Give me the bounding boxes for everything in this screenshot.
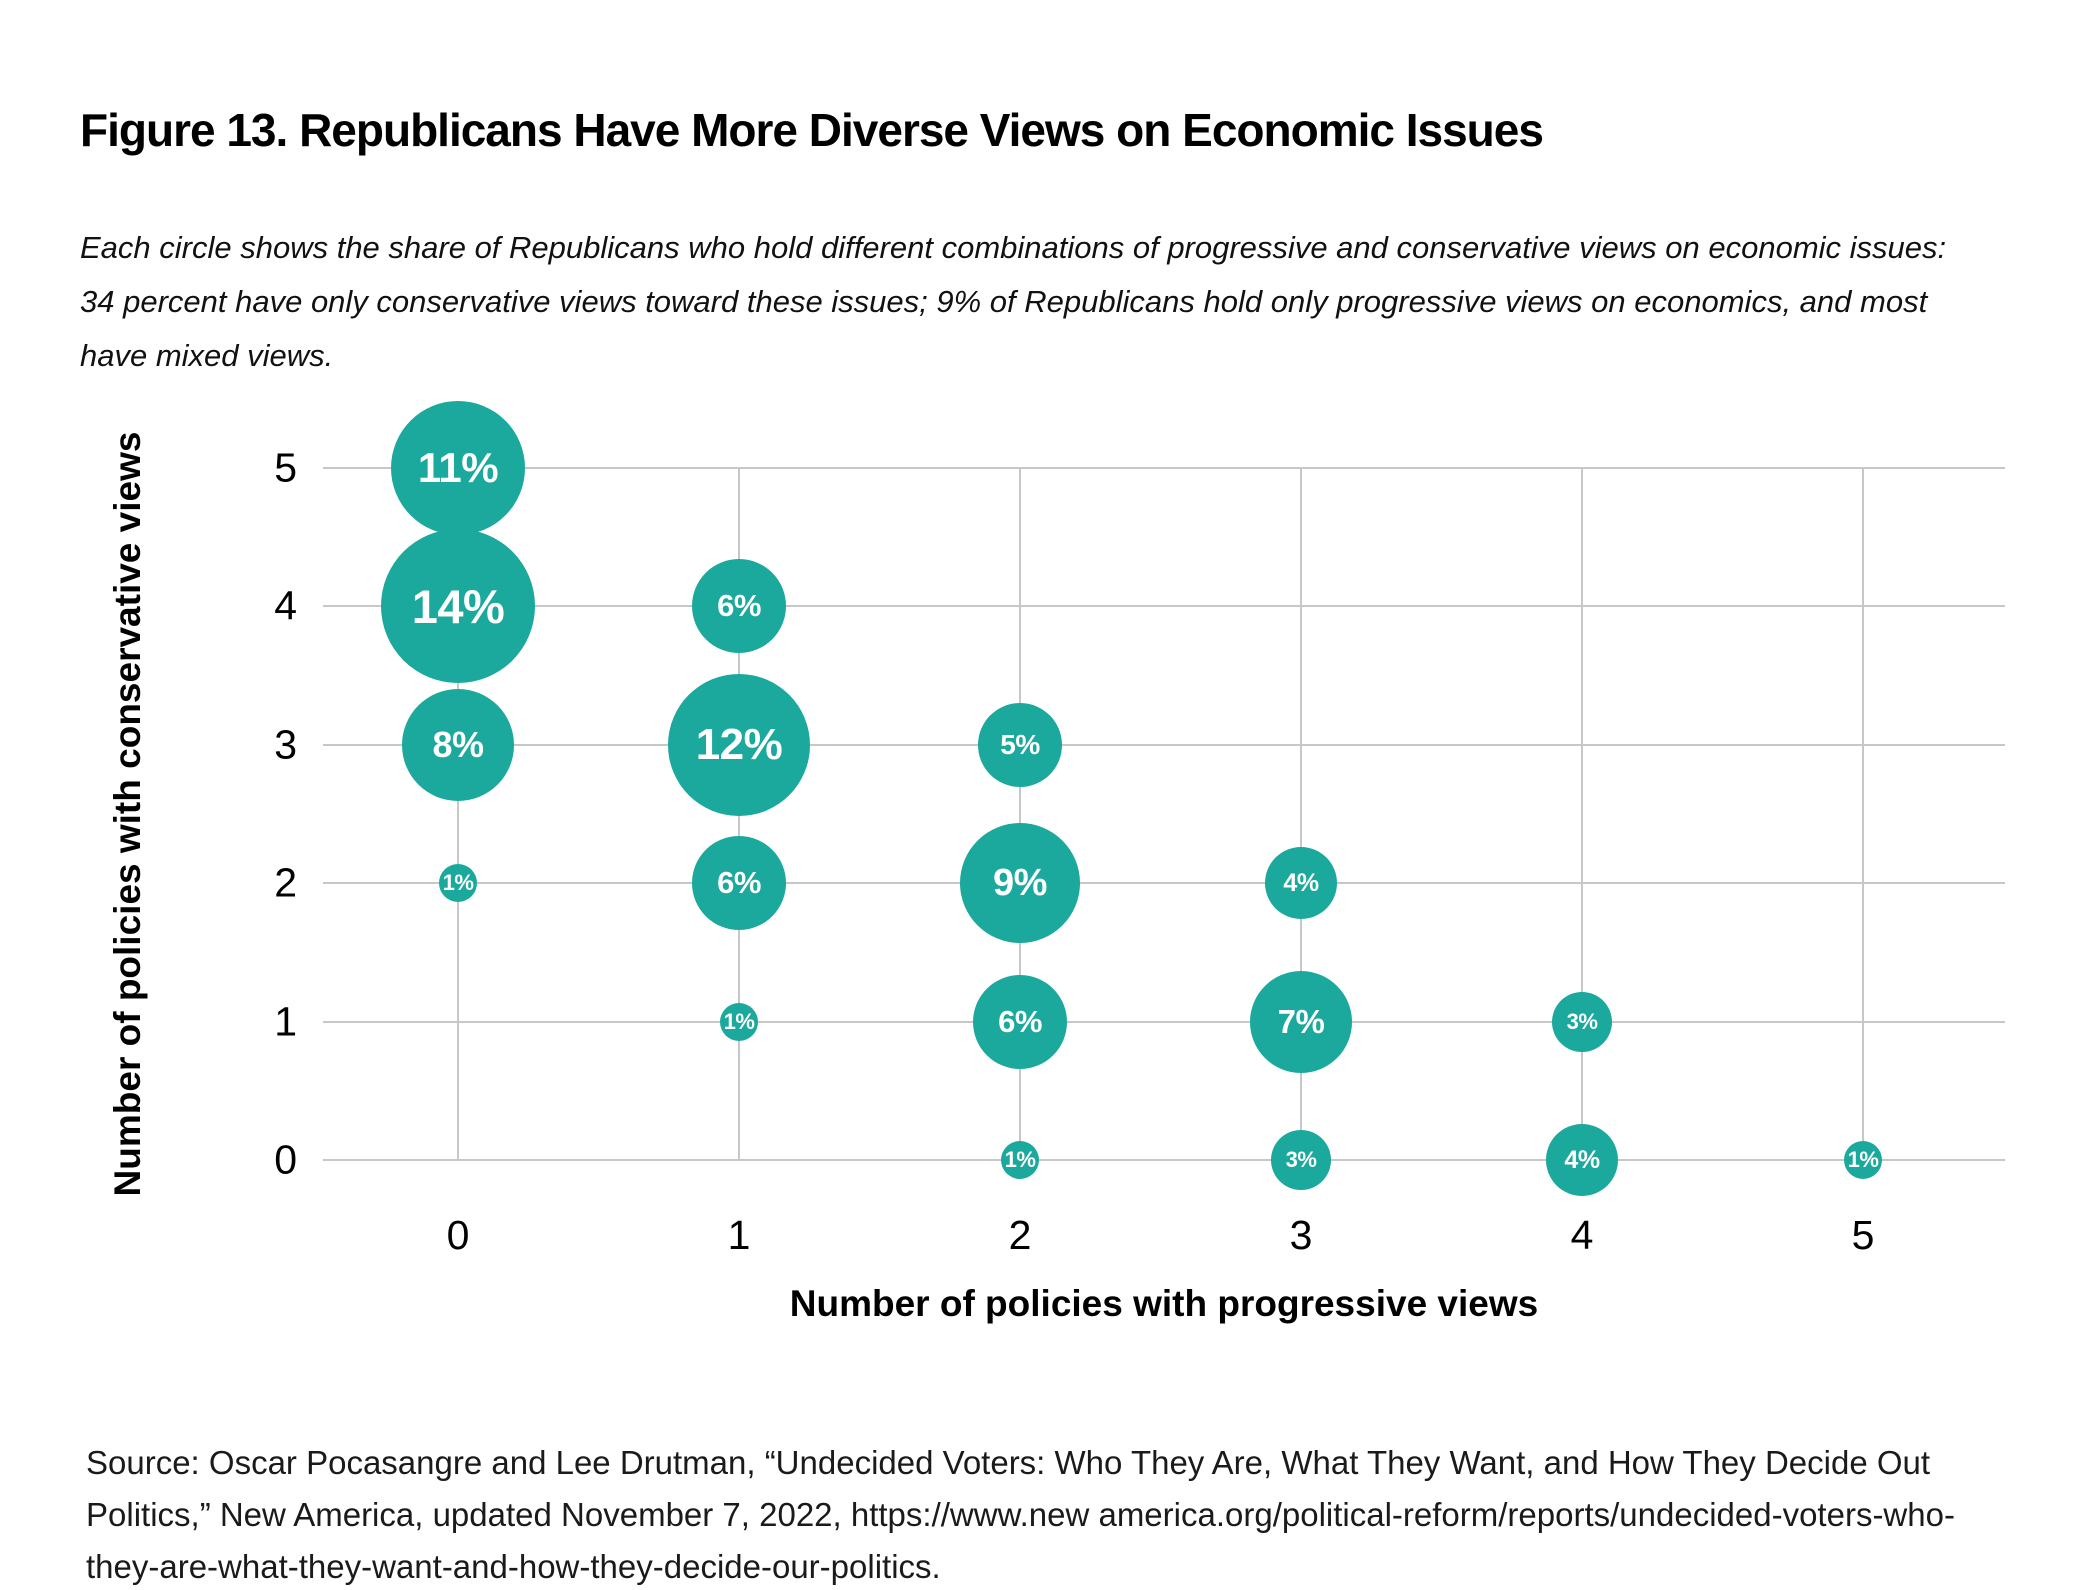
x-tick-5: 5: [1851, 1212, 1875, 1258]
bubble-x4-y1: 3%: [1552, 992, 1612, 1052]
bubble-x3-y2: 4%: [1265, 847, 1337, 919]
y-tick-4: 4: [274, 582, 297, 629]
bubble-x2-y3: 5%: [978, 703, 1062, 787]
x-tick-3: 3: [1289, 1212, 1313, 1258]
x-tick-2: 2: [1008, 1212, 1032, 1258]
x-axis-title: Number of policies with progressive view…: [789, 1283, 1539, 1324]
y-axis-title: Number of policies with conservative vie…: [107, 431, 148, 1197]
gridline-v-5: [1862, 468, 1864, 1160]
gridline-h-0: [323, 1159, 2005, 1161]
gridline-h-3: [323, 744, 2005, 746]
x-tick-4: 4: [1570, 1212, 1594, 1258]
bubble-x0-y4: 14%: [381, 529, 535, 683]
bubble-x2-y0: 1%: [1001, 1141, 1039, 1179]
bubble-x4-y0: 4%: [1546, 1124, 1618, 1196]
y-tick-2: 2: [274, 859, 297, 906]
figure-title: Figure 13. Republicans Have More Diverse…: [80, 103, 1544, 156]
y-tick-1: 1: [274, 998, 297, 1045]
y-tick-5: 5: [274, 444, 297, 491]
bubble-x2-y2: 9%: [960, 823, 1080, 943]
figure-subtitle: Each circle shows the share of Republica…: [80, 230, 1947, 373]
bubble-x1-y3: 12%: [668, 674, 810, 816]
bubble-x1-y2: 6%: [692, 836, 786, 930]
bubble-x5-y0: 1%: [1844, 1141, 1882, 1179]
bubble-x0-y5: 11%: [391, 401, 525, 535]
gridline-v-4: [1581, 468, 1583, 1160]
gridline-h-2: [323, 882, 2005, 884]
bubble-x1-y1: 1%: [720, 1003, 758, 1041]
bubble-x0-y3: 8%: [402, 689, 514, 801]
gridline-h-4: [323, 605, 2005, 607]
gridline-h-1: [323, 1021, 2005, 1023]
figure-source: Source: Oscar Pocasangre and Lee Drutman…: [86, 1444, 1955, 1585]
bubble-x0-y2: 1%: [439, 864, 477, 902]
bubble-x3-y1: 7%: [1250, 971, 1352, 1073]
gridline-h-5: [323, 467, 2005, 469]
y-tick-0: 0: [274, 1136, 297, 1183]
y-tick-3: 3: [274, 721, 297, 768]
bubble-x1-y4: 6%: [692, 559, 786, 653]
x-tick-0: 0: [446, 1212, 470, 1258]
gridline-v-3: [1300, 468, 1302, 1160]
bubble-x2-y1: 6%: [973, 975, 1067, 1069]
gridline-v-2: [1019, 468, 1021, 1160]
x-tick-1: 1: [727, 1212, 751, 1258]
gridline-v-0: [457, 468, 459, 1160]
bubble-x3-y0: 3%: [1271, 1130, 1331, 1190]
